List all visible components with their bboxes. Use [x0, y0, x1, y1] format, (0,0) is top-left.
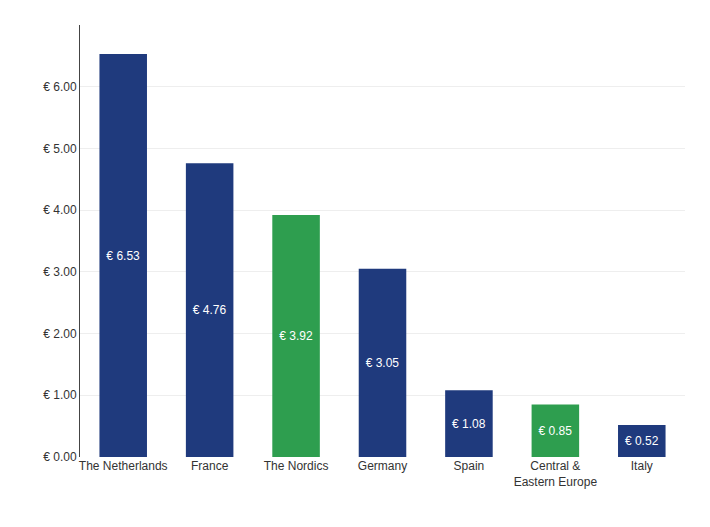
svg-text:€ 5.00: € 5.00	[43, 142, 77, 156]
svg-text:€ 0.85: € 0.85	[539, 424, 573, 438]
svg-text:€ 4.76: € 4.76	[193, 303, 227, 317]
svg-text:Central &Eastern Europe: Central &Eastern Europe	[514, 459, 598, 489]
svg-text:€ 2.00: € 2.00	[43, 327, 77, 341]
svg-text:€ 1.08: € 1.08	[452, 417, 486, 431]
svg-text:Germany: Germany	[358, 459, 407, 473]
svg-text:€ 3.92: € 3.92	[279, 329, 313, 343]
svg-text:Spain: Spain	[454, 459, 485, 473]
svg-text:€ 3.00: € 3.00	[43, 265, 77, 279]
svg-text:€ 6.53: € 6.53	[106, 249, 140, 263]
svg-text:€ 0.00: € 0.00	[43, 450, 77, 464]
svg-text:€ 4.00: € 4.00	[43, 203, 77, 217]
svg-text:The Nordics: The Nordics	[264, 459, 329, 473]
svg-text:€ 1.00: € 1.00	[43, 388, 77, 402]
svg-text:Italy: Italy	[631, 459, 653, 473]
svg-text:€ 0.52: € 0.52	[625, 434, 659, 448]
svg-text:The Netherlands: The Netherlands	[79, 459, 168, 473]
svg-text:€ 6.00: € 6.00	[43, 80, 77, 94]
svg-text:€ 3.05: € 3.05	[366, 356, 400, 370]
svg-text:France: France	[191, 459, 229, 473]
